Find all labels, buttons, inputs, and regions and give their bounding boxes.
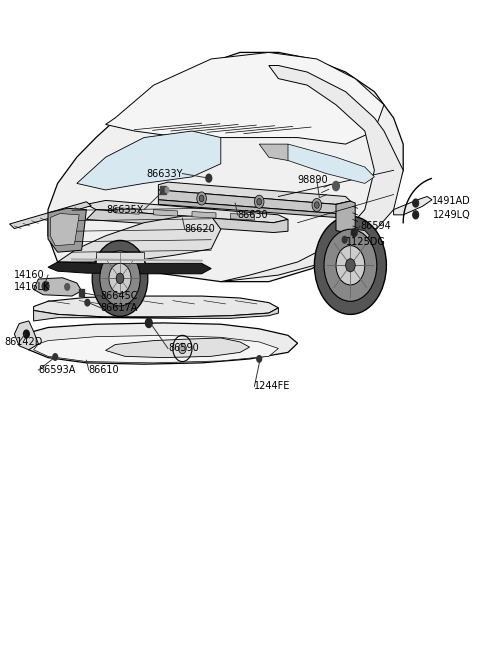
Circle shape [314, 216, 386, 314]
Circle shape [324, 229, 377, 301]
Polygon shape [158, 182, 350, 204]
Polygon shape [29, 323, 298, 364]
Polygon shape [48, 208, 86, 252]
Polygon shape [34, 308, 278, 321]
Bar [96, 252, 144, 263]
Bar [160, 186, 166, 194]
Text: 86142D: 86142D [5, 337, 43, 347]
Circle shape [24, 330, 29, 338]
Circle shape [336, 246, 365, 285]
Polygon shape [50, 214, 79, 246]
Polygon shape [48, 52, 403, 282]
Polygon shape [48, 262, 211, 274]
Text: 86617A: 86617A [101, 303, 138, 313]
Circle shape [85, 299, 90, 306]
Polygon shape [86, 210, 288, 233]
Text: 86635X: 86635X [107, 204, 144, 215]
Polygon shape [154, 210, 178, 216]
Polygon shape [86, 200, 288, 223]
Polygon shape [394, 196, 432, 215]
Text: 14160: 14160 [14, 270, 45, 280]
Polygon shape [34, 278, 82, 296]
Polygon shape [58, 216, 221, 262]
Text: 1491AD: 1491AD [432, 196, 470, 206]
Text: 86594: 86594 [360, 221, 391, 231]
Circle shape [65, 284, 70, 290]
Text: 86593A: 86593A [38, 365, 76, 375]
Polygon shape [278, 144, 374, 183]
Circle shape [254, 195, 264, 208]
Text: 86630: 86630 [238, 210, 268, 220]
Text: 98890: 98890 [298, 175, 328, 185]
Circle shape [116, 273, 124, 284]
Polygon shape [158, 190, 350, 214]
Circle shape [165, 187, 169, 193]
Polygon shape [346, 229, 370, 242]
Circle shape [312, 198, 322, 212]
Polygon shape [14, 321, 38, 350]
Polygon shape [192, 212, 216, 218]
Circle shape [197, 192, 206, 205]
Text: 86620: 86620 [185, 224, 216, 234]
Text: 86590: 86590 [168, 343, 199, 354]
Circle shape [314, 202, 319, 208]
Polygon shape [106, 338, 250, 358]
Polygon shape [259, 144, 288, 160]
Polygon shape [221, 66, 403, 282]
Circle shape [346, 259, 355, 272]
Text: 1416LK: 1416LK [14, 282, 51, 292]
Polygon shape [77, 131, 221, 190]
Circle shape [257, 198, 262, 205]
Circle shape [100, 251, 140, 306]
Text: 86633Y: 86633Y [146, 168, 182, 179]
Polygon shape [10, 202, 91, 229]
Circle shape [257, 356, 262, 362]
Circle shape [42, 282, 49, 291]
Polygon shape [34, 296, 278, 317]
Circle shape [92, 240, 148, 316]
Text: 86610: 86610 [89, 365, 120, 375]
Polygon shape [34, 335, 278, 363]
Polygon shape [336, 201, 355, 233]
Circle shape [179, 343, 186, 354]
Circle shape [109, 263, 131, 293]
Circle shape [333, 181, 339, 191]
Circle shape [342, 236, 347, 243]
Polygon shape [115, 208, 139, 214]
Circle shape [413, 211, 419, 219]
Polygon shape [230, 214, 254, 220]
Circle shape [53, 354, 58, 360]
Circle shape [351, 229, 357, 236]
Polygon shape [106, 52, 384, 144]
Circle shape [145, 318, 152, 328]
Text: 1244FE: 1244FE [254, 381, 291, 392]
Circle shape [206, 174, 212, 182]
Polygon shape [158, 200, 336, 217]
Circle shape [413, 199, 419, 207]
Text: 86645C: 86645C [101, 291, 138, 301]
Text: 1249LQ: 1249LQ [432, 210, 470, 220]
Bar [79, 289, 84, 296]
Circle shape [199, 195, 204, 202]
Text: 1125DG: 1125DG [346, 237, 385, 248]
